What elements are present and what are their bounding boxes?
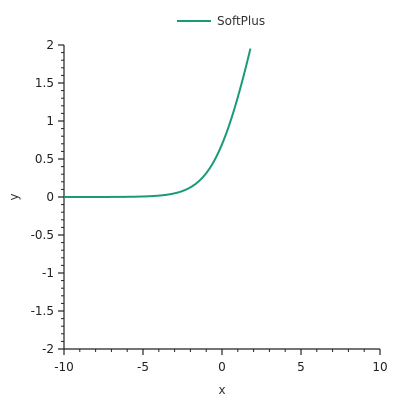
ticks: -10 -5 0 5 10 -2 -1.5 -1 -0.5 0 0.5 1 1.5 2 (31, 38, 388, 374)
legend-label-softplus: SoftPlus (217, 14, 265, 28)
y-axis-title: y (7, 193, 21, 200)
y-tick-label: 0.5 (35, 152, 54, 166)
x-tick-label: 10 (372, 360, 387, 374)
y-tick-label: -1 (42, 266, 54, 280)
legend: SoftPlus (177, 14, 265, 28)
x-tick-label: -10 (54, 360, 74, 374)
x-tick-label: 5 (297, 360, 305, 374)
y-tick-label: -1.5 (31, 304, 54, 318)
x-tick-label: 0 (218, 360, 226, 374)
x-tick-label: -5 (137, 360, 149, 374)
plot-area (64, 48, 252, 198)
y-tick-label: -2 (42, 342, 54, 356)
y-tick-label: -0.5 (31, 228, 54, 242)
series-line-softplus (64, 48, 252, 198)
y-tick-label: 1.5 (35, 76, 54, 90)
x-axis-title: x (218, 383, 225, 397)
y-tick-label: 1 (46, 114, 54, 128)
y-tick-label: 0 (46, 190, 54, 204)
y-tick-label: 2 (46, 38, 54, 52)
